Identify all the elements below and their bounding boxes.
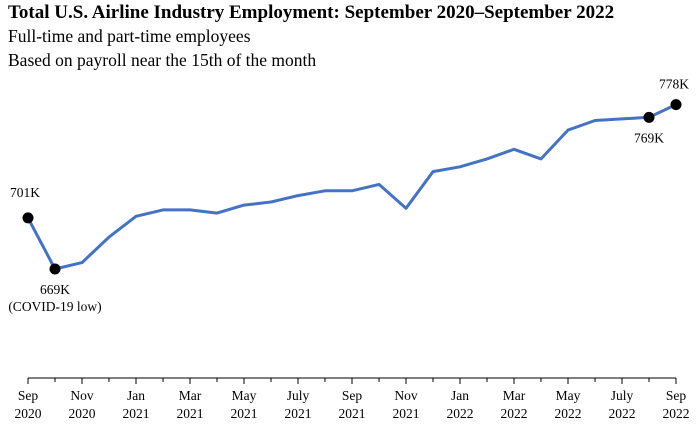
x-tick-label-month: May bbox=[556, 388, 581, 403]
x-tick-label-year: 2022 bbox=[555, 406, 582, 421]
x-tick-label-month: Mar bbox=[179, 388, 202, 403]
x-tick-label-year: 2022 bbox=[663, 406, 690, 421]
x-tick-label-month: Nov bbox=[394, 388, 417, 403]
data-point-marker bbox=[643, 111, 655, 123]
data-label: 669K bbox=[40, 282, 70, 297]
data-point-marker bbox=[670, 99, 682, 111]
x-tick-label-year: 2022 bbox=[447, 406, 474, 421]
x-tick-label-month: May bbox=[232, 388, 257, 403]
x-tick-label-month: Nov bbox=[70, 388, 93, 403]
chart-title: Total U.S. Airline Industry Employment: … bbox=[8, 2, 615, 23]
x-axis: Sep 2020 Nov 2020 Jan 2021 Mar 2021 May 2021 July 2… bbox=[15, 377, 690, 421]
x-tick-label-year: 2021 bbox=[123, 406, 150, 421]
x-tick-label-year: 2021 bbox=[231, 406, 258, 421]
data-point-marker bbox=[49, 263, 61, 275]
x-tick-label-year: 2021 bbox=[393, 406, 420, 421]
x-tick-label-month: July bbox=[611, 388, 634, 403]
data-label: 778K bbox=[659, 77, 689, 92]
data-label: (COVID-19 low) bbox=[8, 299, 101, 314]
x-tick-label-month: Jan bbox=[451, 388, 469, 403]
x-tick-label-month: Jan bbox=[127, 388, 145, 403]
x-tick-label-year: 2020 bbox=[15, 406, 42, 421]
data-label: 769K bbox=[634, 130, 664, 145]
x-tick-label-year: 2022 bbox=[501, 406, 528, 421]
x-tick-label-month: Sep bbox=[666, 388, 687, 403]
x-tick-label-year: 2021 bbox=[339, 406, 366, 421]
series-layer bbox=[26, 103, 678, 271]
x-tick-label-year: 2021 bbox=[177, 406, 204, 421]
x-tick-label-year: 2022 bbox=[609, 406, 636, 421]
data-label: 701K bbox=[10, 185, 40, 200]
series-line bbox=[26, 103, 678, 271]
chart-subtitle-line-1: Full-time and part-time employees bbox=[8, 26, 251, 46]
marker-layer bbox=[22, 99, 682, 275]
annotation-layer: 701K 669K (COVID-19 low) 769K 778K bbox=[8, 77, 689, 314]
x-tick-label-month: Sep bbox=[342, 388, 363, 403]
data-point-marker bbox=[22, 212, 34, 224]
x-tick-label-month: July bbox=[287, 388, 310, 403]
x-tick-label-month: Mar bbox=[503, 388, 526, 403]
x-tick-label-year: 2021 bbox=[285, 406, 312, 421]
x-tick-label-month: Sep bbox=[18, 388, 39, 403]
chart-subtitle-line-2: Based on payroll near the 15th of the mo… bbox=[8, 50, 317, 70]
x-tick-label-year: 2020 bbox=[69, 406, 96, 421]
